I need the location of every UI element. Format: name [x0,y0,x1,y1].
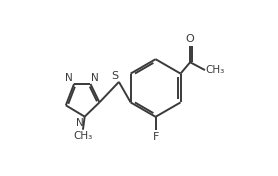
Text: CH₃: CH₃ [206,65,225,75]
Text: O: O [186,34,195,44]
Text: CH₃: CH₃ [73,131,93,142]
Text: F: F [152,132,159,142]
Text: N: N [91,73,99,83]
Text: S: S [111,71,118,81]
Text: N: N [65,73,73,83]
Text: N: N [76,118,84,128]
